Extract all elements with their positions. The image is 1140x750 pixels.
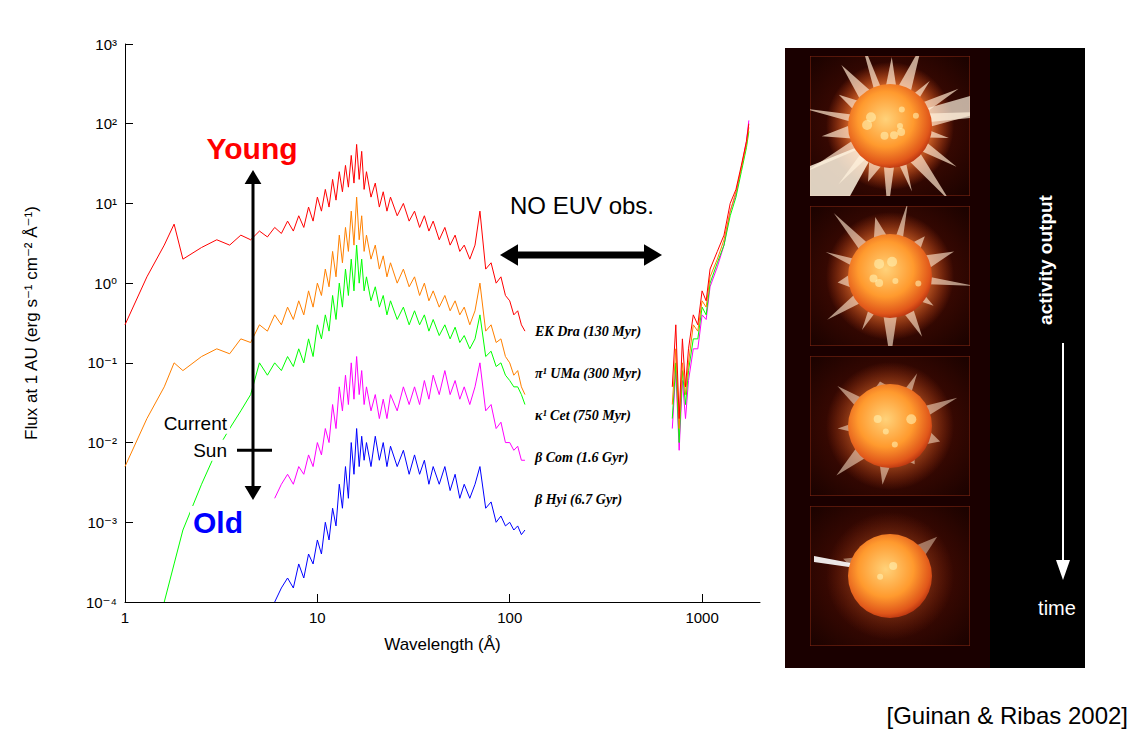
svg-text:Old: Old xyxy=(193,506,243,539)
svg-text:activity output: activity output xyxy=(1035,194,1056,325)
svg-text:Wavelength (Å): Wavelength (Å) xyxy=(384,635,501,654)
svg-text:1: 1 xyxy=(121,609,129,626)
svg-text:EK Dra (130 Myr): EK Dra (130 Myr) xyxy=(534,324,641,340)
svg-text:Sun: Sun xyxy=(193,440,227,461)
svg-text:Current: Current xyxy=(164,413,228,434)
html-text:[Guinan & Ribas 2002]: [Guinan & Ribas 2002] xyxy=(886,702,1128,729)
svg-text:β Hyi (6.7 Gyr): β Hyi (6.7 Gyr) xyxy=(534,492,622,508)
svg-text:10: 10 xyxy=(309,609,326,626)
svg-text:Flux at 1 AU (erg s⁻¹ cm⁻² Å⁻¹: Flux at 1 AU (erg s⁻¹ cm⁻² Å⁻¹) xyxy=(22,206,41,440)
svg-text:β Com (1.6 Gyr): β Com (1.6 Gyr) xyxy=(534,450,629,466)
svg-text:Young: Young xyxy=(206,132,297,165)
svg-text:10¹: 10¹ xyxy=(95,195,117,212)
svg-text:100: 100 xyxy=(497,609,522,626)
svg-text:10⁻³: 10⁻³ xyxy=(87,514,117,531)
svg-text:10⁻⁴: 10⁻⁴ xyxy=(86,594,117,611)
svg-text:NO EUV obs.: NO EUV obs. xyxy=(510,192,654,219)
svg-text:10³: 10³ xyxy=(95,36,117,53)
svg-text:κ¹ Cet (750 Myr): κ¹ Cet (750 Myr) xyxy=(535,408,631,424)
svg-text:10⁻¹: 10⁻¹ xyxy=(87,354,117,371)
svg-text:10²: 10² xyxy=(95,115,117,132)
svg-text:10⁻²: 10⁻² xyxy=(87,434,117,451)
svg-text:10⁰: 10⁰ xyxy=(94,275,117,292)
svg-text:1000: 1000 xyxy=(685,609,718,626)
svg-text:time: time xyxy=(1038,597,1076,619)
svg-text:π¹ UMa (300 Myr): π¹ UMa (300 Myr) xyxy=(535,366,641,382)
